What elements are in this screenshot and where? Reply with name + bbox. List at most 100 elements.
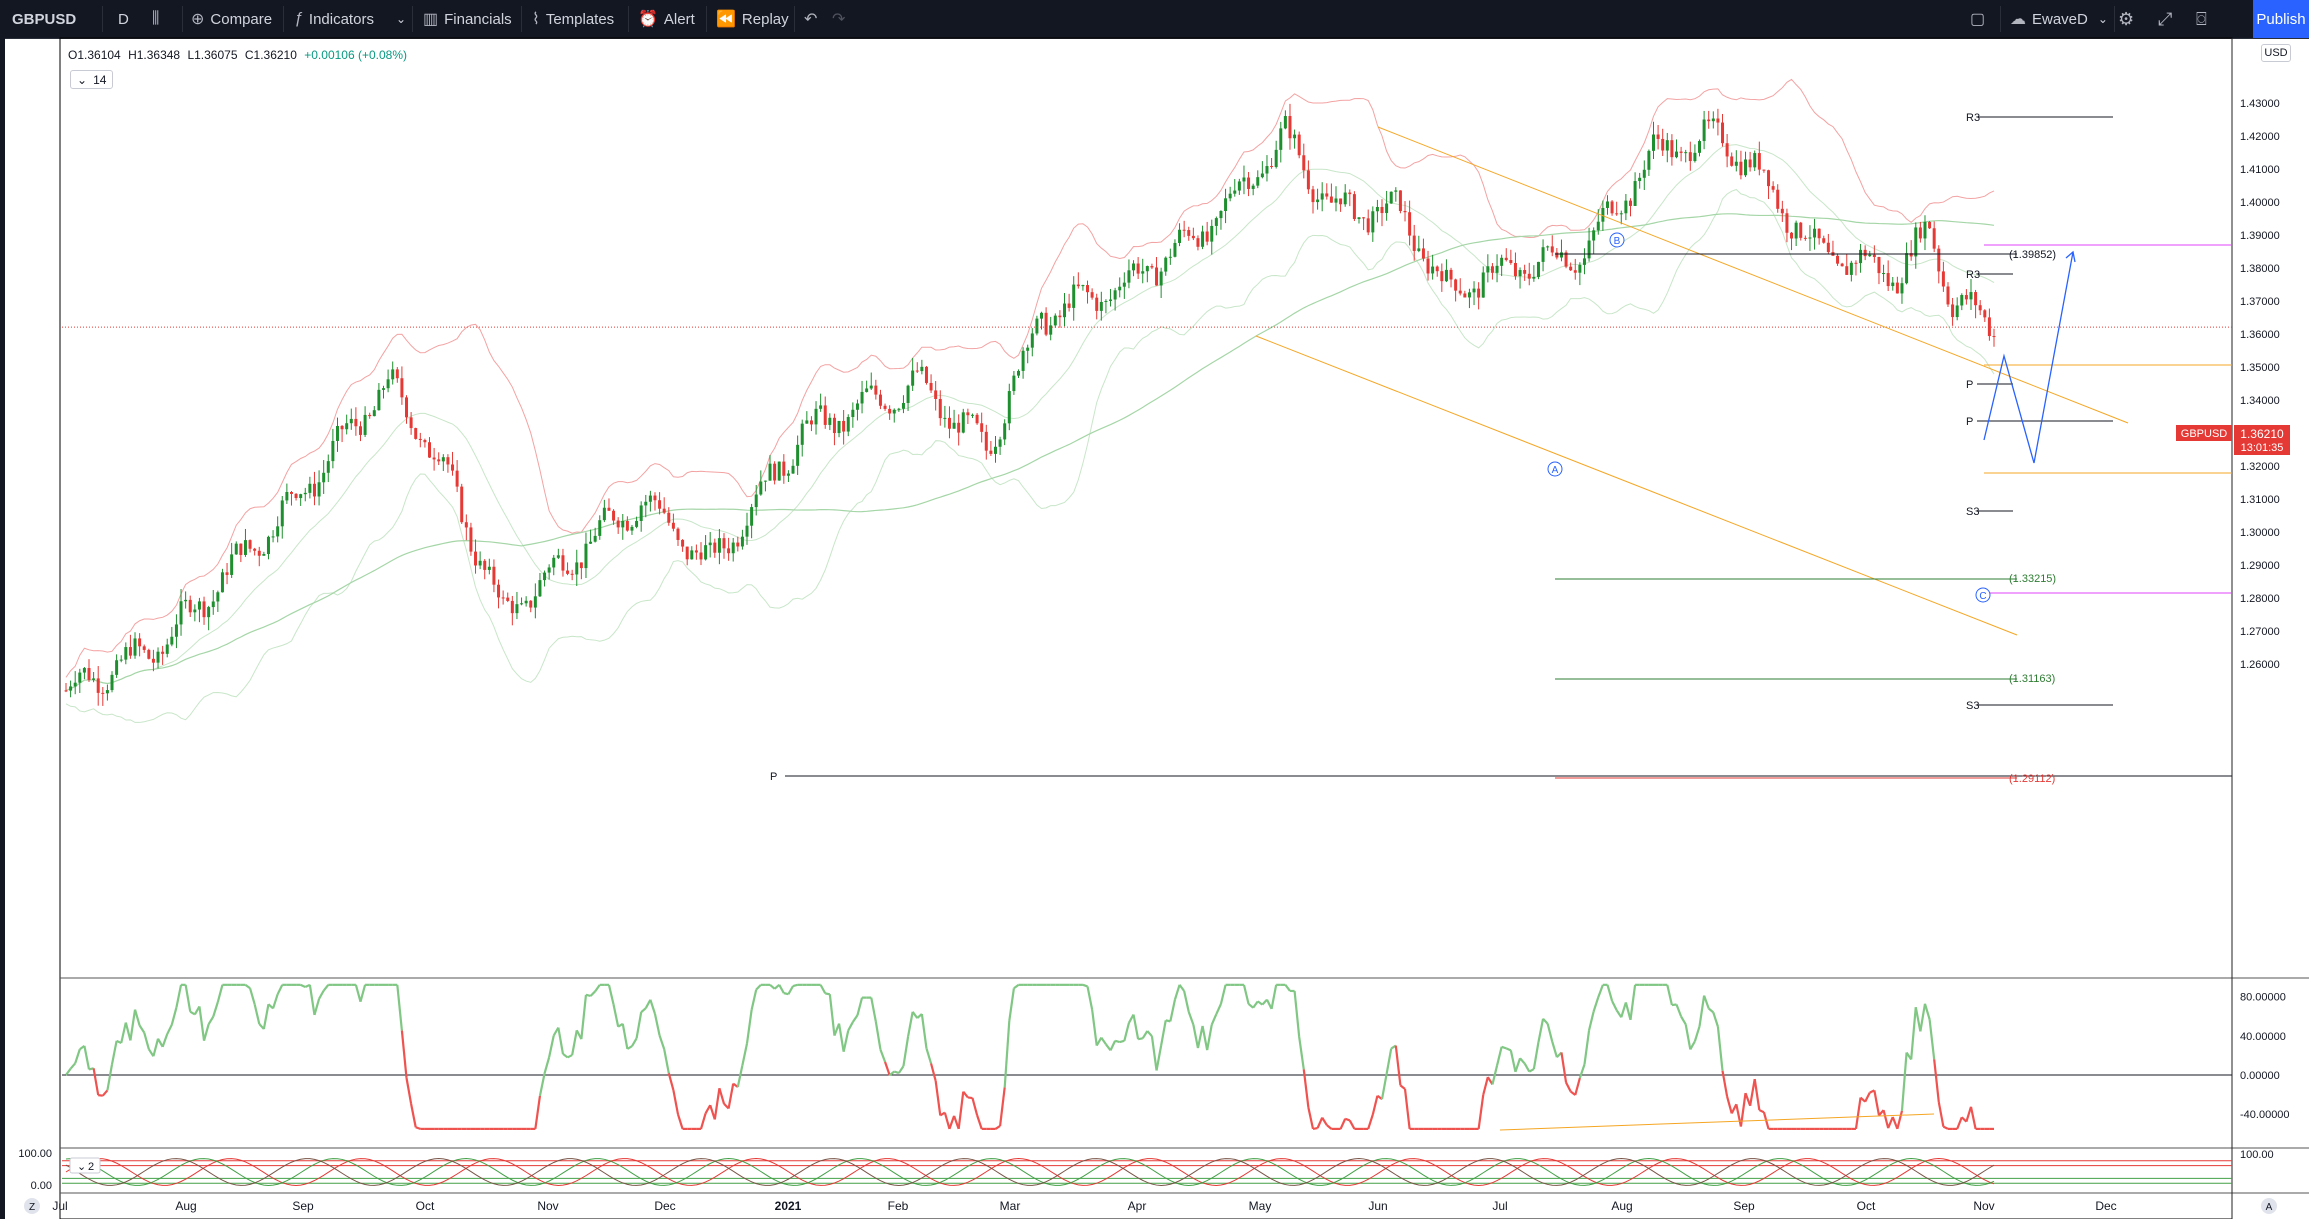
candle-body — [1242, 177, 1246, 182]
oscillator-segment — [1501, 1045, 1507, 1050]
replay-button[interactable]: ⏪ Replay — [716, 0, 789, 38]
oscillator-segment — [1914, 1007, 1922, 1032]
candle-body — [105, 690, 109, 694]
candle-body — [1417, 248, 1421, 251]
settings-button[interactable]: ⚙ — [2118, 0, 2140, 38]
undo-button[interactable]: ↶ — [804, 0, 823, 38]
candle-body — [1187, 230, 1191, 236]
oscillator-segment — [300, 983, 306, 988]
oscillator-segment — [930, 1063, 937, 1082]
price-axis-label: 1.37000 — [2240, 296, 2280, 308]
oscillator-segment — [1716, 1026, 1724, 1071]
price-axis-label: 1.34000 — [2240, 395, 2280, 407]
candle-body — [1127, 270, 1131, 283]
candle-body — [1955, 305, 1959, 318]
oscillator-segment — [110, 1040, 118, 1065]
candle-body — [1684, 152, 1688, 154]
oscillator-segment — [1399, 1084, 1406, 1090]
indicators-templates-chevron[interactable]: ⌄ — [396, 0, 406, 38]
oscillator-segment — [727, 1083, 735, 1109]
candle-body — [1757, 153, 1761, 170]
candle-body — [1320, 193, 1324, 200]
redo-button[interactable]: ↷ — [832, 0, 851, 38]
snapshot-button[interactable]: ⌼ — [2196, 0, 2213, 38]
oscillator-segment — [1114, 1039, 1121, 1044]
oscillator-segment — [787, 985, 794, 995]
candle-body — [423, 440, 427, 443]
oscillator-segment — [1965, 1106, 1973, 1122]
candle-body — [1790, 232, 1794, 239]
oscillator-segment — [253, 1003, 261, 1025]
price-axis-label: 1.31000 — [2240, 494, 2280, 506]
oscillator-segment — [175, 984, 183, 1008]
oscillator-segment — [783, 992, 789, 996]
interval-button[interactable]: D — [118, 0, 129, 38]
candle-body — [1311, 189, 1315, 203]
divergence-line — [1499, 1113, 1935, 1131]
oscillator-segment — [1086, 986, 1094, 1010]
candle-body — [340, 425, 344, 430]
candle-body — [64, 690, 68, 692]
oscillator-segment — [911, 1011, 919, 1019]
oscillator-segment — [207, 1016, 215, 1025]
oscillator-segment — [1013, 983, 1020, 990]
candle-body — [418, 438, 422, 441]
oscillator-segment — [879, 1049, 887, 1063]
chart-type-button[interactable]: ⫼ — [152, 0, 165, 38]
candle-body — [805, 420, 809, 424]
templates-button[interactable]: ⌇ Templates — [532, 0, 614, 38]
oscillator-segment — [1298, 1036, 1305, 1070]
candle-body — [1058, 315, 1062, 318]
fullscreen-button[interactable]: ⤢ — [2158, 0, 2178, 38]
candle-body — [1767, 170, 1771, 187]
fullscreen-layout-button[interactable]: ▢ — [1970, 0, 1991, 38]
candle-body — [1693, 152, 1697, 162]
oscillator-segment — [934, 1080, 942, 1116]
candle-body — [892, 409, 896, 414]
candle-body — [1734, 161, 1738, 166]
candle-body — [1909, 253, 1913, 257]
channel-upper-line — [1377, 126, 2129, 424]
candle-body — [621, 520, 625, 528]
candle-body — [1141, 271, 1145, 274]
oscillator-segment — [658, 1035, 666, 1050]
candle-body — [1293, 134, 1297, 139]
oscillator-segment — [1611, 1000, 1618, 1011]
candle-body — [786, 473, 790, 476]
timezone-label: Z — [29, 1202, 35, 1213]
candle-body — [1536, 261, 1540, 277]
symbol-search-button[interactable]: GBPUSD — [12, 0, 76, 38]
candle-body — [1329, 196, 1333, 203]
compare-button[interactable]: ⊕ Compare — [191, 0, 272, 38]
oscillator-segment — [152, 1038, 160, 1057]
candle-body — [842, 420, 846, 432]
oscillator-segment — [157, 1038, 164, 1048]
oscillator-segment — [557, 1027, 565, 1055]
oscillator-segment — [1119, 1039, 1125, 1044]
candle-body — [460, 486, 464, 523]
timezone-button — [24, 1198, 40, 1214]
currency-button[interactable]: USD — [2261, 44, 2291, 62]
oscillator-segment — [1105, 1043, 1112, 1052]
candle-body — [832, 417, 836, 434]
financials-button[interactable]: ▥ Financials — [423, 0, 512, 38]
indicators-button[interactable]: ƒ Indicators — [294, 0, 374, 38]
candle-body — [455, 470, 459, 487]
oscillator-segment — [166, 1024, 173, 1035]
layout-menu-button[interactable]: ☁ EwaveD ⌄ — [2010, 0, 2108, 38]
legend-collapse-button[interactable]: ⌄ 14 — [70, 70, 114, 89]
publish-button[interactable]: Publish — [2253, 0, 2309, 38]
candle-body — [335, 425, 339, 441]
oscillator-segment — [971, 1097, 979, 1116]
candle-body — [211, 601, 215, 608]
candle-body — [1518, 270, 1522, 277]
wave-label-b: B — [1614, 236, 1621, 247]
candle-body — [469, 527, 473, 552]
oscillator-axis-label: 80.00000 — [2240, 992, 2286, 1004]
candle-body — [1964, 295, 1968, 300]
alert-button[interactable]: ⏰ Alert — [638, 0, 695, 38]
candle-body — [1104, 300, 1108, 302]
oscillator-segment — [612, 1004, 620, 1027]
candle-body — [179, 601, 183, 625]
